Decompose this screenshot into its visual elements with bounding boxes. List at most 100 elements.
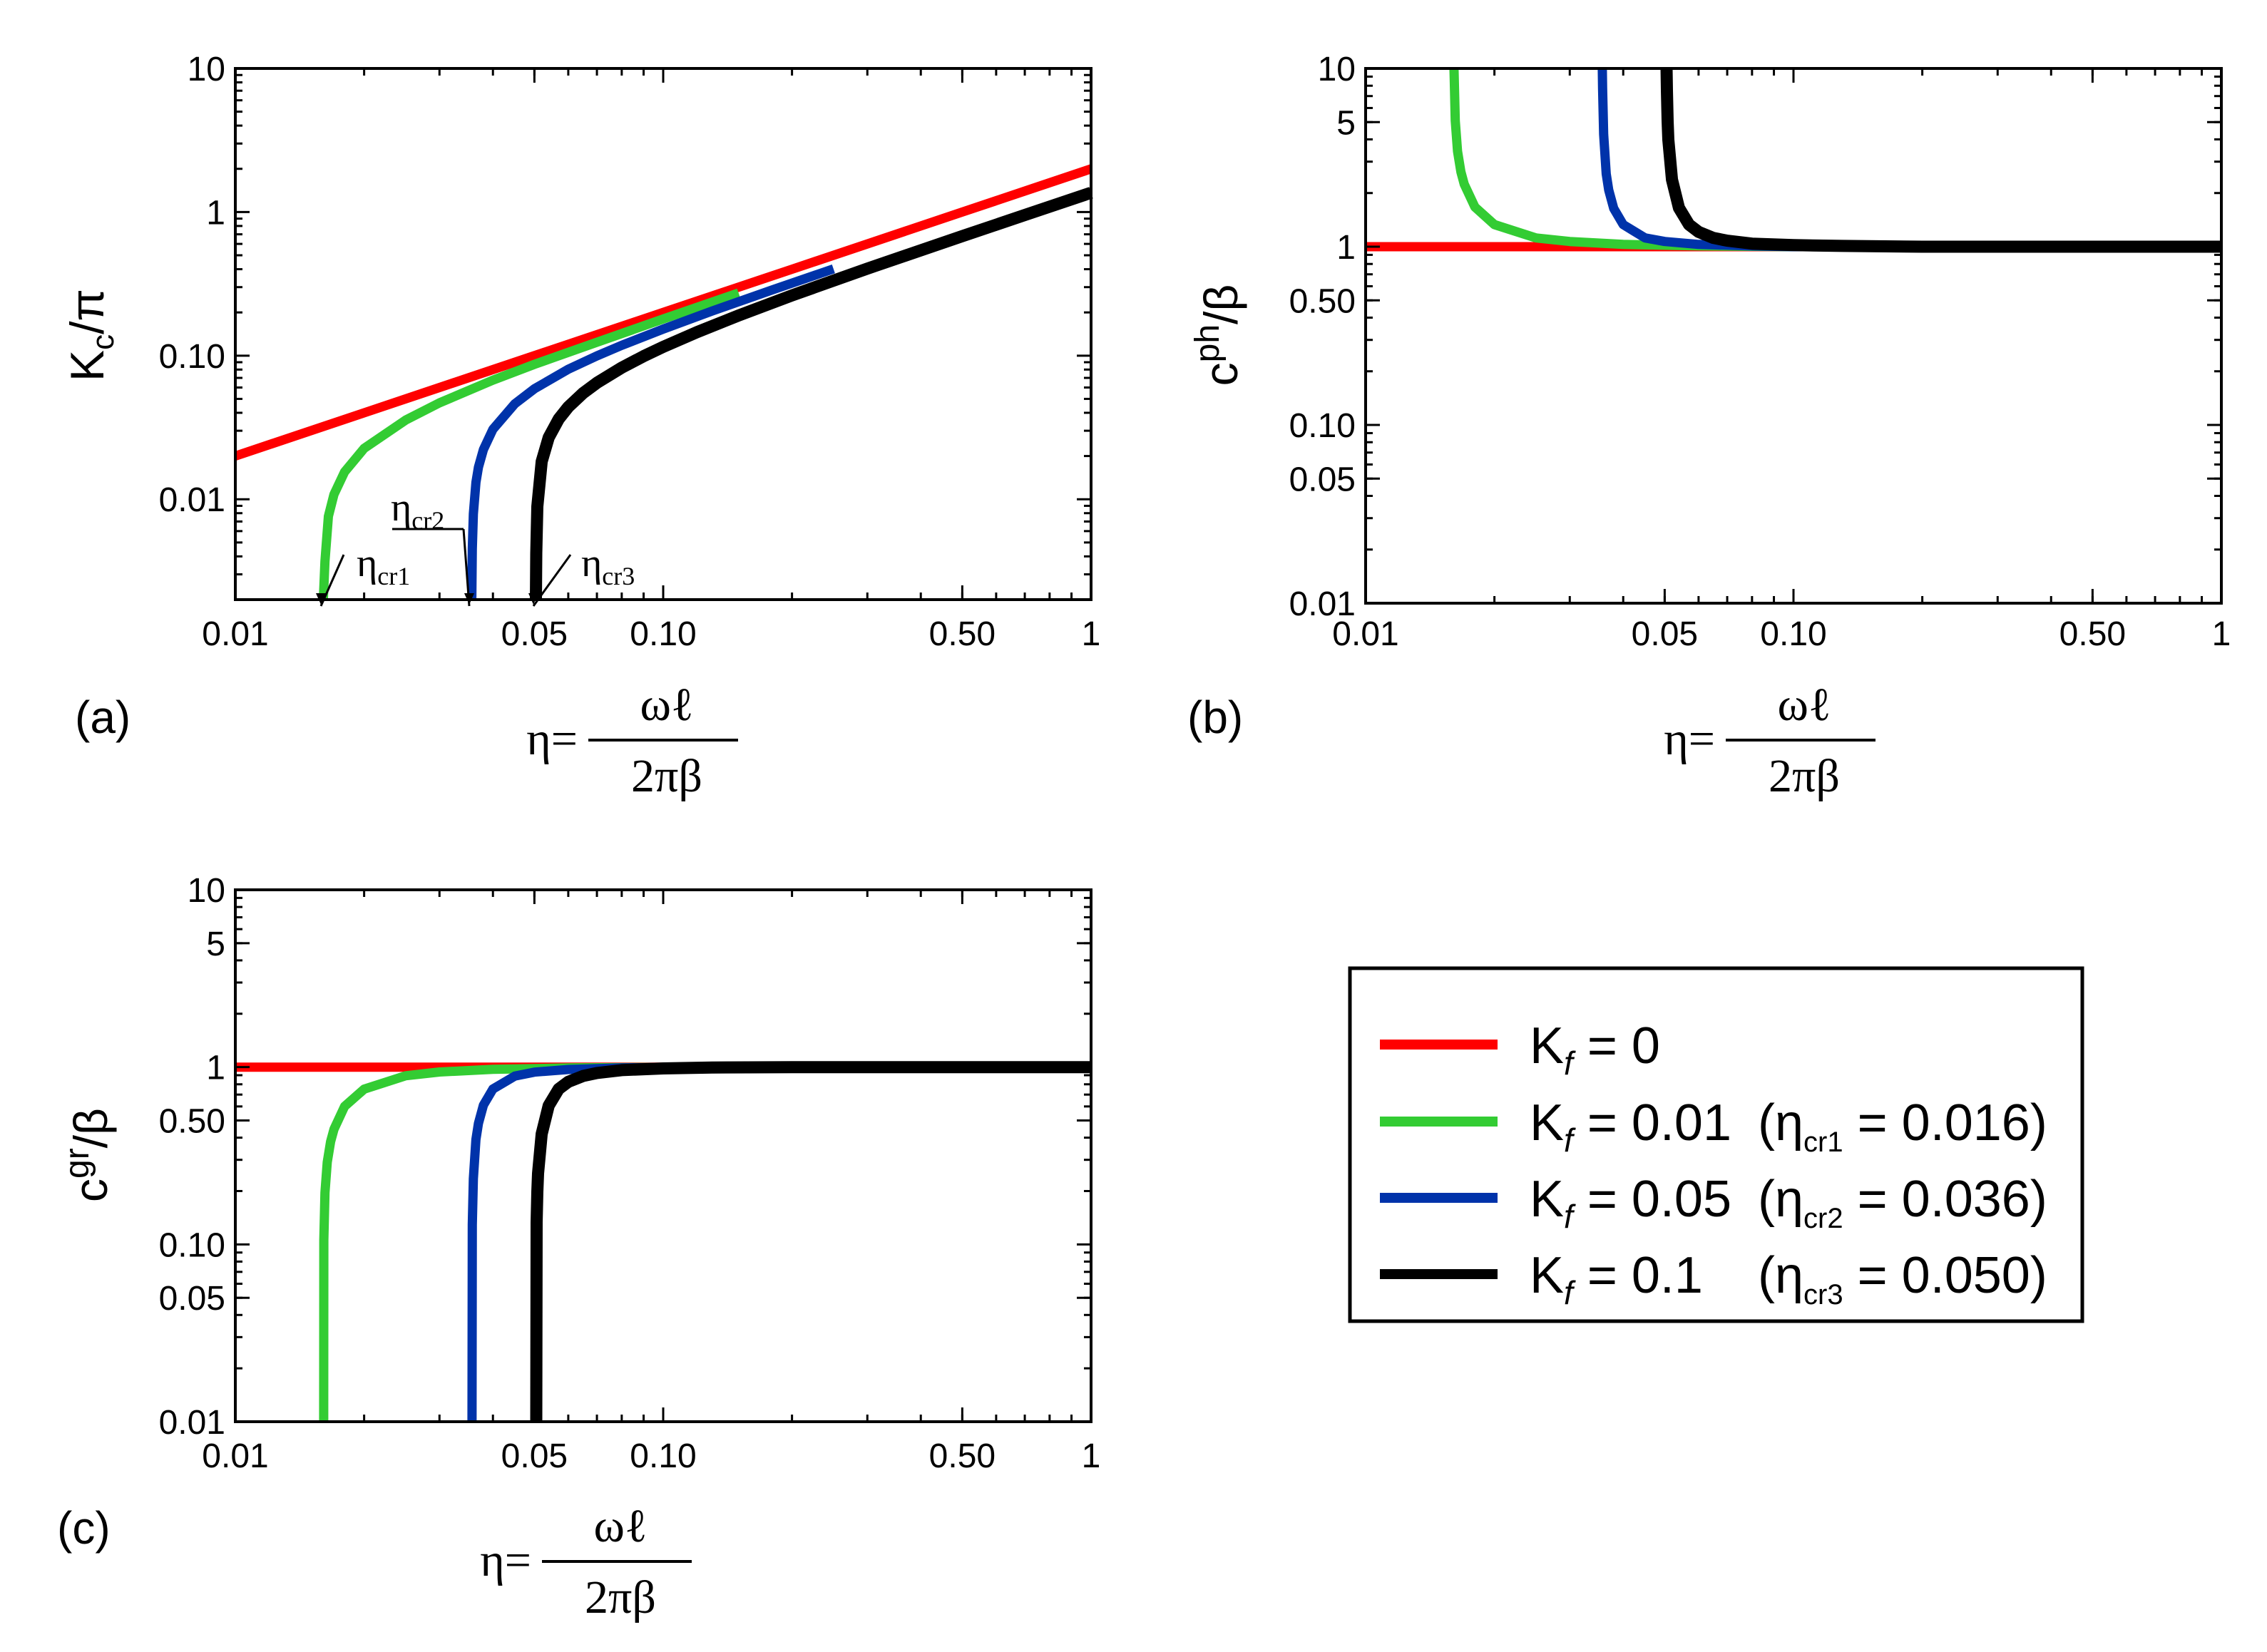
annotation-eta-cr1: ηcr1	[316, 541, 410, 607]
y-axis-label: cgr/β	[58, 1108, 117, 1202]
legend-eta-sub: cr1	[1803, 1127, 1843, 1158]
series-line-3	[530, 1061, 1091, 1422]
legend-eta-sub: cr3	[1803, 1279, 1843, 1310]
panel-label: (c)	[57, 1502, 111, 1554]
legend-k-sub: f	[1564, 1045, 1576, 1082]
legend-critical: (ηcr1 = 0.016)	[1758, 1094, 2047, 1158]
x-label-numerator: ωℓ	[640, 679, 693, 731]
x-label-lhs: η=	[526, 713, 578, 765]
legend-k-sub: f	[1564, 1274, 1576, 1311]
legend: Kf = 0Kf = 0.01 (ηcr1 = 0.016)Kf = 0.05 (η…	[1348, 966, 2084, 1323]
y-tick-label: 5	[1336, 104, 1356, 142]
legend-label: Kf = 0.05	[1530, 1171, 1731, 1235]
panel-a: 0.01 0.05 0.10 0.50 1 0.01 0.10 1 10 Kc/π (a) η= ωℓ 2…	[61, 51, 1100, 802]
legend-k: K	[1530, 1017, 1564, 1074]
x-tick-label: 0.05	[501, 615, 568, 653]
panel-label: (b)	[1187, 692, 1243, 743]
panel-c: 0.01 0.05 0.10 0.50 1 0.01 0.05 0.10 0.50 1 5 10 cgr…	[57, 872, 1100, 1623]
annotation-label: ηcr3	[581, 541, 635, 590]
legend-eta: (η	[1758, 1094, 1803, 1151]
panel-label: (a)	[75, 692, 131, 743]
x-tick-label: 0.50	[929, 1437, 996, 1475]
plot-frame	[1364, 67, 2223, 605]
legend-entry-0: Kf = 0	[1380, 1017, 1660, 1082]
legend-value: = 0.1	[1573, 1247, 1703, 1304]
legend-eta-value: = 0.036)	[1843, 1171, 2047, 1228]
legend-k: K	[1530, 1094, 1564, 1151]
x-tick-label: 0.01	[1332, 615, 1398, 653]
y-label-main: c	[1194, 362, 1247, 386]
series-group	[1366, 68, 2221, 253]
series-group	[235, 164, 1093, 600]
legend-eta: (η	[1758, 1247, 1803, 1304]
x-tick-label: 0.10	[630, 615, 696, 653]
x-label-lhs: η=	[480, 1534, 531, 1586]
y-tick-label: 0.01	[159, 1404, 225, 1442]
y-tick-label: 0.05	[1289, 461, 1356, 498]
y-tick-label: 1	[206, 1050, 225, 1087]
y-tick-label: 10	[188, 51, 225, 88]
x-axis-label: η= ωℓ 2πβ	[480, 1500, 692, 1623]
x-label-lhs: η=	[1664, 713, 1715, 765]
legend-label: Kf = 0.1	[1530, 1247, 1703, 1311]
legend-entry-2: Kf = 0.05 (ηcr2 = 0.036)	[1380, 1171, 2047, 1235]
series-line-3	[530, 187, 1093, 600]
x-tick-label: 0.01	[202, 1437, 268, 1475]
minor-ticks	[1366, 68, 2221, 603]
legend-value: = 0.05	[1573, 1171, 1731, 1228]
legend-eta-value: = 0.050)	[1843, 1247, 2047, 1304]
legend-k: K	[1530, 1247, 1564, 1304]
annotation-label: ηcr2	[391, 486, 444, 535]
annotation-label: ηcr1	[357, 541, 410, 590]
series-line-0	[235, 164, 1093, 461]
y-axis-label: cph/β	[1189, 284, 1247, 386]
x-label-numerator: ωℓ	[1777, 679, 1831, 731]
y-tick-label: 0.01	[1289, 585, 1356, 623]
series-line-1	[318, 288, 740, 600]
annotation-eta: η	[357, 541, 377, 585]
y-tick-label: 0.10	[159, 338, 225, 376]
x-tick-label: 0.50	[929, 615, 996, 653]
annotation-arrowhead	[316, 593, 326, 605]
y-tick-label: 5	[206, 925, 225, 963]
series-line-2	[467, 264, 835, 600]
annotation-sub: cr3	[602, 562, 635, 590]
minor-ticks	[235, 890, 1091, 1422]
annotation-sub: cr1	[377, 562, 410, 590]
series-group	[235, 1061, 1091, 1422]
y-tick-label: 10	[188, 872, 225, 910]
annotation-sub: cr2	[411, 506, 444, 535]
annotation-eta-cr2: ηcr2	[391, 486, 474, 607]
annotation-arrowhead	[464, 593, 474, 605]
y-tick-label: 0.05	[159, 1280, 225, 1318]
y-label-sub: c	[86, 334, 121, 350]
panel-b: 0.01 0.05 0.10 0.50 1 0.01 0.05 0.10 0.50 1 5 10 cph…	[1187, 51, 2231, 802]
series-line-1	[1449, 68, 1998, 252]
legend-label: Kf = 0	[1530, 1017, 1660, 1082]
legend-critical: (ηcr3 = 0.050)	[1758, 1247, 2047, 1310]
y-tick-label: 1	[1336, 229, 1356, 267]
legend-k-sub: f	[1564, 1122, 1576, 1159]
legend-value: = 0	[1573, 1017, 1660, 1074]
plot-frame	[234, 888, 1092, 1423]
y-tick-label: 10	[1318, 51, 1356, 88]
legend-box	[1348, 966, 2084, 1323]
y-tick-label: 0.50	[159, 1103, 225, 1141]
x-tick-label: 1	[1082, 1437, 1101, 1475]
x-label-denominator: 2πβ	[631, 750, 702, 802]
x-tick-label: 1	[2212, 615, 2231, 653]
x-tick-label: 0.01	[202, 615, 268, 653]
legend-value: = 0.01	[1573, 1094, 1731, 1151]
y-label-rest: /β	[1194, 284, 1247, 324]
annotation-leader	[319, 554, 345, 607]
x-tick-label: 0.50	[2059, 615, 2126, 653]
x-label-denominator: 2πβ	[585, 1571, 656, 1623]
legend-entry-3: Kf = 0.1 (ηcr3 = 0.050)	[1380, 1247, 2047, 1311]
y-axis-label: Kc/π	[61, 289, 121, 381]
series-line-3	[1660, 68, 2221, 253]
legend-k-sub: f	[1564, 1198, 1576, 1235]
y-tick-label: 0.50	[1289, 282, 1356, 320]
legend-eta: (η	[1758, 1171, 1803, 1228]
x-tick-label: 1	[1082, 615, 1101, 653]
